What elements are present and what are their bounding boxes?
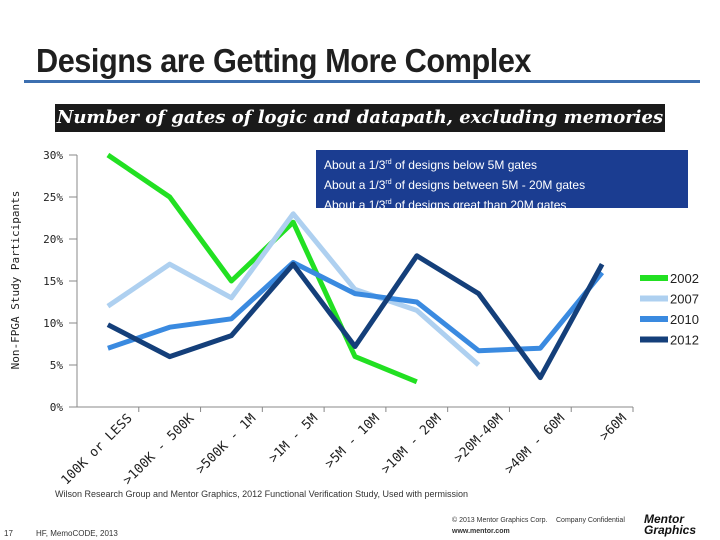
legend-swatch-2002 — [640, 275, 668, 281]
series-line-2012 — [106, 253, 605, 381]
annotation-row-3: About a 1/3rd of designs great than 20M … — [324, 198, 567, 212]
legend-swatch-2010 — [640, 316, 668, 322]
y-axis-label: Non-FPGA Study Participants — [9, 191, 22, 370]
x-tick-label: >60M — [597, 411, 630, 444]
y-tick-label: 20% — [43, 233, 63, 246]
page-number: 17 — [4, 529, 13, 538]
y-axis: 0% 5% 10% 15% 20% 25% 30% — [43, 149, 78, 414]
mentor-logo: Mentor Graphics — [644, 512, 697, 537]
x-tick-label: >20M-40M — [451, 411, 506, 466]
series-line-2007 — [106, 211, 481, 367]
y-tick-label: 30% — [43, 149, 63, 162]
website-link[interactable]: www.mentor.com — [452, 528, 510, 535]
y-tick-label: 5% — [50, 359, 64, 372]
slide-title: Designs are Getting More Complex — [36, 42, 532, 79]
annotation-row-2: About a 1/3rd of designs between 5M - 20… — [324, 178, 586, 192]
y-tick-label: 0% — [50, 401, 64, 414]
annotation-box: About a 1/3rd of designs below 5M gates … — [316, 150, 688, 212]
footer-text: HF, MemoCODE, 2013 — [36, 529, 118, 538]
x-tick-label: >40M - 60M — [502, 411, 568, 477]
x-axis: 100K or LESS>100K - 500K>500K - 1M >1M - … — [59, 406, 634, 485]
x-tick-label: >5M - 10M — [322, 411, 383, 472]
x-tick-label: >10M - 20M — [379, 411, 445, 477]
x-tick-label: >500K - 1M — [193, 411, 259, 477]
line-chart: 0% 5% 10% 15% 20% 25% 30% 100K or LESS>100K - … — [9, 149, 699, 485]
x-tick-label: >1M - 5M — [266, 411, 321, 466]
legend-swatch-2012 — [640, 336, 668, 343]
source-note: Wilson Research Group and Mentor Graphic… — [55, 489, 469, 499]
annotation-row-1: About a 1/3rd of designs below 5M gates — [324, 158, 538, 172]
series-line-2010 — [107, 260, 605, 354]
series-lines — [106, 152, 605, 385]
legend-label-2002: 2002 — [670, 271, 699, 286]
chart-subtitle: Number of gates of logic and datapath, e… — [55, 104, 665, 132]
legend-swatch-2007 — [640, 295, 668, 302]
legend-label-2007: 2007 — [670, 292, 699, 307]
legend-label-2012: 2012 — [670, 333, 699, 348]
y-tick-label: 10% — [43, 317, 63, 330]
y-tick-label: 25% — [43, 191, 63, 204]
legend: 2002 2007 2010 2012 — [640, 271, 699, 348]
copyright-text: © 2013 Mentor Graphics Corp. — [452, 517, 548, 524]
legend-label-2010: 2010 — [670, 312, 699, 327]
title-underline — [24, 80, 700, 83]
y-tick-label: 15% — [43, 275, 63, 288]
confidential-text: Company Confidential — [556, 517, 625, 524]
